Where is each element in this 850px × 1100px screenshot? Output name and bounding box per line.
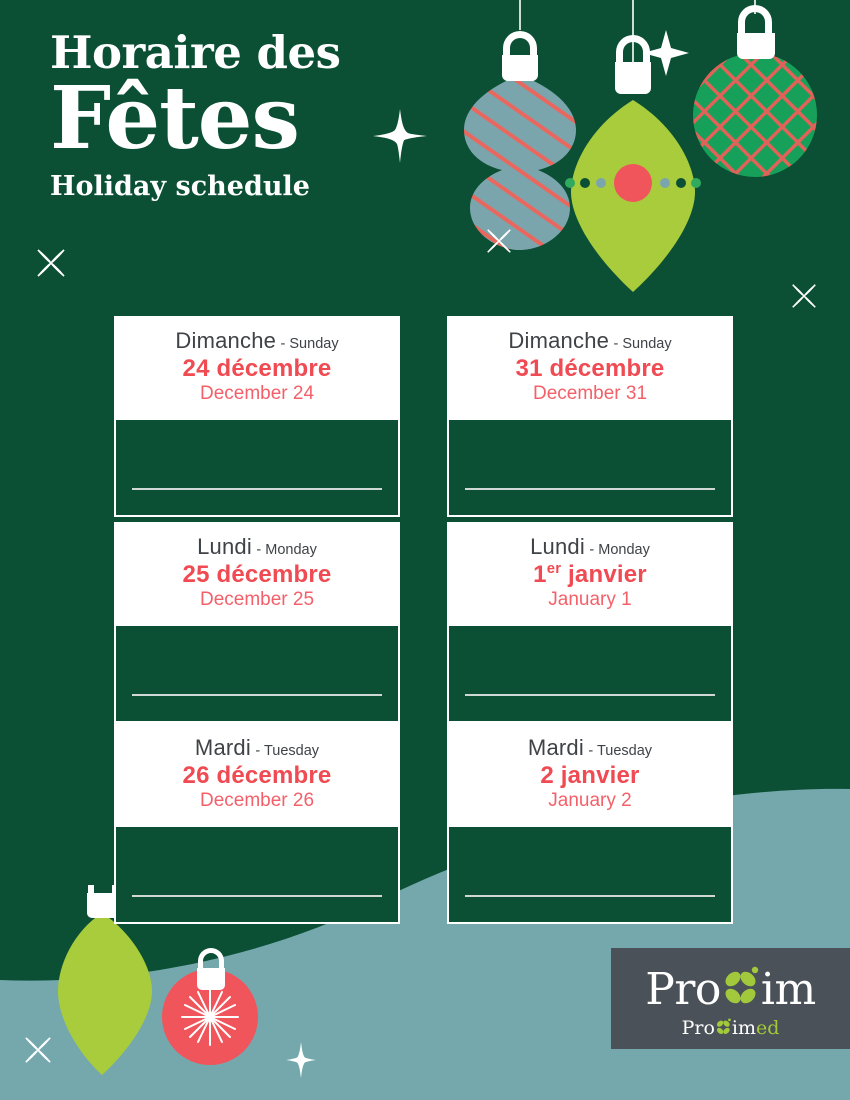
logo-sub-prefix: Pro <box>681 1016 715 1039</box>
card-day-row: Dimanche - Sunday <box>124 329 390 353</box>
page-title-line1: Horaire des <box>50 26 341 79</box>
logo-sub-butterfly-icon <box>715 1015 732 1034</box>
card-date-en: January 1 <box>548 589 632 611</box>
card-day-row: Lundi - Monday <box>124 535 390 559</box>
card-header: Lundi - Monday 25 décembre December 25 <box>114 522 400 626</box>
title-block: Horaire des Fêtes Holiday schedule <box>50 30 410 201</box>
logo-sub-wordmark: Pro im ed <box>681 1015 780 1039</box>
schedule-card[interactable]: Dimanche - Sunday 24 décembre December 2… <box>114 316 400 517</box>
card-date-fr: 2 janvier <box>540 761 640 789</box>
logo-butterfly-icon <box>721 960 761 1004</box>
card-write-line <box>132 693 382 696</box>
card-day-en: - Sunday <box>280 336 339 352</box>
card-date-fr-num: 1 <box>533 560 547 588</box>
card-day-en: - Tuesday <box>588 743 653 759</box>
logo-sub-suffix: ed <box>755 1016 780 1039</box>
card-note-area[interactable] <box>114 625 400 723</box>
card-note-area[interactable] <box>447 625 733 723</box>
logo-brand-prefix: Pro <box>645 963 721 1015</box>
card-date-fr: 1er janvier <box>457 561 723 589</box>
card-header: Mardi - Tuesday 2 janvier January 2 <box>447 723 733 827</box>
card-day-fr: Mardi <box>527 735 584 760</box>
card-write-line <box>132 894 382 897</box>
schedule-card[interactable]: Dimanche - Sunday 31 décembre December 3… <box>447 316 733 517</box>
card-day-fr: Dimanche <box>175 328 277 353</box>
card-date-fr: 26 décembre <box>182 761 332 789</box>
card-date-en: December 31 <box>532 383 648 405</box>
card-header: Dimanche - Sunday 31 décembre December 3… <box>447 316 733 420</box>
card-header: Lundi - Monday 1er janvier January 1 <box>447 522 733 626</box>
schedule-card[interactable]: Lundi - Monday 25 décembre December 25 <box>114 522 400 723</box>
page-subtitle: Holiday schedule <box>50 170 310 202</box>
card-note-area[interactable] <box>447 826 733 924</box>
card-day-fr: Lundi <box>530 534 585 559</box>
card-write-line <box>465 693 715 696</box>
card-date-fr-rest: janvier <box>561 560 647 588</box>
schedule-card[interactable]: Lundi - Monday 1er janvier January 1 <box>447 522 733 723</box>
card-date-en: December 26 <box>199 790 315 812</box>
card-day-en: - Monday <box>589 542 650 558</box>
card-write-line <box>465 894 715 897</box>
logo-brand-suffix: im <box>760 963 816 1015</box>
card-day-fr: Dimanche <box>508 328 610 353</box>
card-day-en: - Tuesday <box>255 743 320 759</box>
schedule-card[interactable]: Mardi - Tuesday 26 décembre December 26 <box>114 723 400 924</box>
card-date-fr-sup: er <box>546 560 562 577</box>
proxim-logo[interactable]: Pro im Pro <box>611 948 850 1049</box>
card-day-row: Mardi - Tuesday <box>124 736 390 760</box>
card-day-fr: Lundi <box>197 534 252 559</box>
logo-sub-mid: im <box>731 1016 756 1039</box>
card-date-en: January 2 <box>548 790 632 812</box>
card-date-fr: 31 décembre <box>515 354 665 382</box>
logo-wordmark: Pro im <box>645 960 816 1015</box>
card-day-en: - Monday <box>256 542 317 558</box>
schedule-card[interactable]: Mardi - Tuesday 2 janvier January 2 <box>447 723 733 924</box>
card-header: Dimanche - Sunday 24 décembre December 2… <box>114 316 400 420</box>
card-header: Mardi - Tuesday 26 décembre December 26 <box>114 723 400 827</box>
card-note-area[interactable] <box>114 826 400 924</box>
card-write-line <box>465 487 715 490</box>
card-write-line <box>132 487 382 490</box>
page-title-line2: Fêtes <box>50 67 300 169</box>
card-day-en: - Sunday <box>613 336 672 352</box>
card-date-fr: 24 décembre <box>182 354 332 382</box>
card-day-row: Mardi - Tuesday <box>457 736 723 760</box>
card-date-en: December 25 <box>199 589 315 611</box>
card-date-fr: 25 décembre <box>182 560 332 588</box>
card-day-row: Dimanche - Sunday <box>457 329 723 353</box>
card-note-area[interactable] <box>447 419 733 517</box>
card-day-fr: Mardi <box>194 735 251 760</box>
card-note-area[interactable] <box>114 419 400 517</box>
card-day-row: Lundi - Monday <box>457 535 723 559</box>
card-date-en: December 24 <box>199 383 315 405</box>
